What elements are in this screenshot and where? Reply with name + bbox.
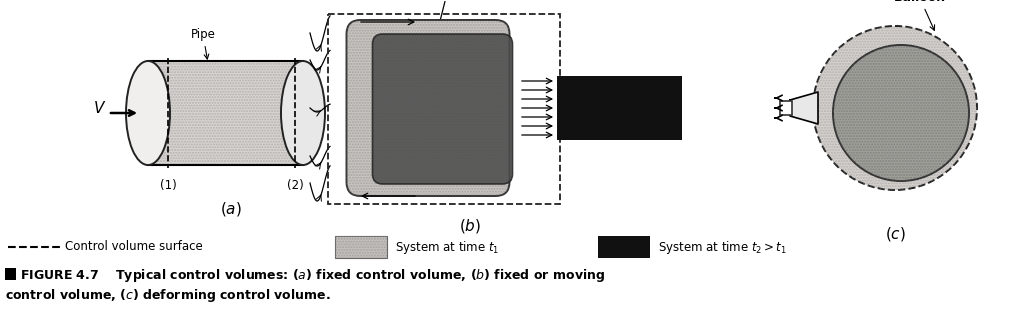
Text: $\bf{\it{(b)}}$: $\bf{\it{(b)}}$ [459,217,481,235]
Polygon shape [790,92,818,124]
Text: Pipe: Pipe [190,28,215,59]
Bar [557,76,682,140]
Text: $V$: $V$ [93,100,106,116]
Text: System at time $t_1$: System at time $t_1$ [395,238,500,256]
Text: control volume, ($\it{c}$) deforming control volume.: control volume, ($\it{c}$) deforming con… [5,286,331,303]
Ellipse shape [126,61,170,165]
Text: (2): (2) [287,179,303,192]
Text: (1): (1) [160,179,176,192]
Bar [598,236,650,258]
Ellipse shape [813,26,977,190]
FancyBboxPatch shape [346,20,510,196]
Text: $\bf{\it{(a)}}$: $\bf{\it{(a)}}$ [219,200,242,218]
Ellipse shape [833,45,969,181]
Text: Jet engine: Jet engine [413,0,483,25]
Text: Balloon: Balloon [894,0,945,30]
FancyBboxPatch shape [373,34,512,184]
Text: System at time $t_2 > t_1$: System at time $t_2 > t_1$ [658,238,787,256]
Text: $\bf{\it{(c)}}$: $\bf{\it{(c)}}$ [885,225,905,243]
Ellipse shape [281,61,325,165]
Bar [328,14,560,204]
Text: Control volume surface: Control volume surface [65,240,203,254]
Text: $\bf{FIGURE\ 4.7}$    Typical control volumes: ($\it{a}$) fixed control volume, : $\bf{FIGURE\ 4.7}$ Typical control volum… [20,266,605,283]
Bar [148,61,303,165]
Bar [780,101,792,115]
Bar [148,61,303,165]
Bar [335,236,387,258]
Bar [5,268,16,280]
Bar [335,236,387,258]
